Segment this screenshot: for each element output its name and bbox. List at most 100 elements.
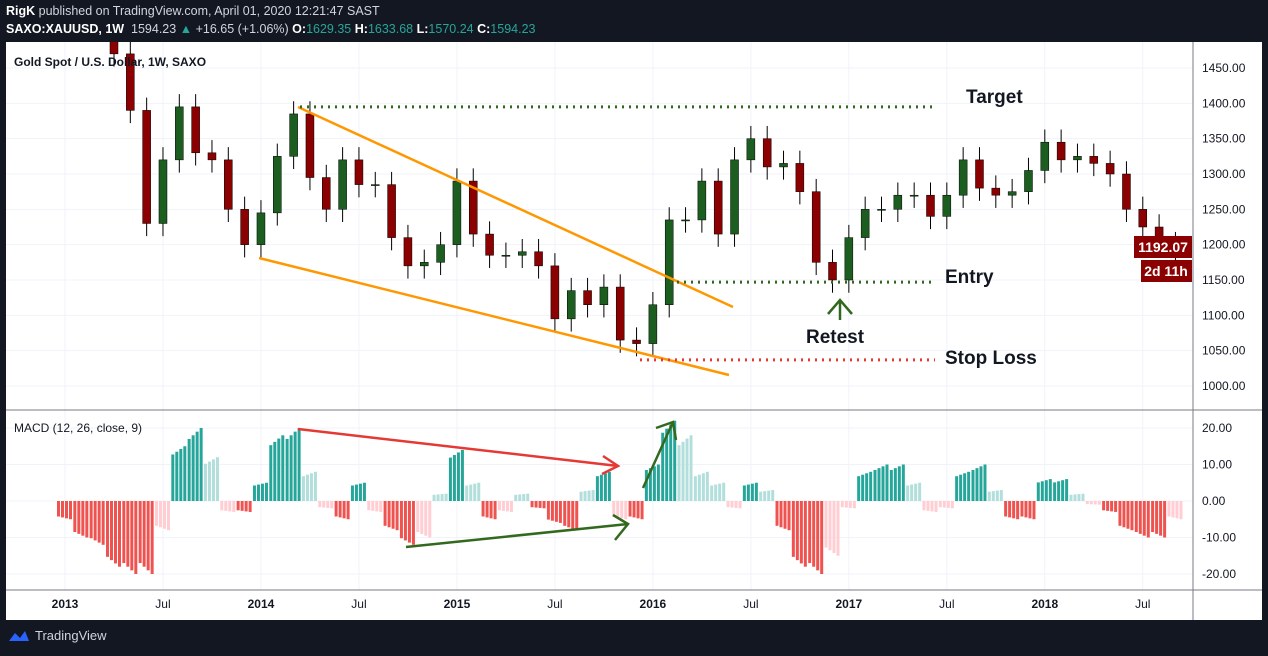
candle	[354, 159, 364, 185]
macd-bar	[857, 476, 861, 501]
time-tick: Jul	[939, 597, 954, 611]
macd-bar	[1020, 501, 1024, 517]
macd-bar	[509, 501, 513, 512]
macd-bar	[444, 493, 448, 501]
candle	[599, 286, 609, 305]
countdown-badge	[1141, 260, 1192, 282]
macd-bar	[391, 501, 395, 529]
macd-bar	[481, 501, 485, 517]
candle	[991, 187, 1001, 196]
price-tick: 1000.00	[1202, 379, 1246, 393]
macd-bar	[873, 469, 877, 501]
macd-bar	[195, 431, 199, 501]
macd-bar	[264, 482, 268, 501]
macd-bar	[1151, 501, 1155, 533]
macd-bar	[983, 464, 987, 501]
macd-bar	[1155, 501, 1159, 534]
macd-bar	[1163, 501, 1167, 538]
macd-bar	[109, 501, 113, 561]
macd-bar	[1118, 501, 1122, 526]
time-axis[interactable]: 2013 Jul 2014 Jul 2015 Jul 2016 Jul 2017 Jul 2018 J…	[52, 597, 1151, 611]
upper-trendline[interactable]	[297, 105, 734, 309]
macd-bar	[783, 501, 787, 529]
macd-bar	[1024, 501, 1028, 518]
price-tick: 1450.00	[1202, 61, 1246, 75]
candle	[795, 163, 805, 192]
macd-bar	[767, 490, 771, 501]
macd-bar	[558, 501, 562, 523]
macd-bar	[448, 457, 452, 501]
macd-bar	[910, 484, 914, 501]
chart-title: Gold Spot / U.S. Dollar, 1W, SAXO	[14, 55, 206, 69]
macd-bar	[269, 445, 273, 501]
countdown-text: 2d 11h	[1144, 263, 1188, 279]
author[interactable]: RigK	[6, 4, 36, 18]
tradingview-logo-icon	[9, 630, 29, 641]
macd-bar	[771, 490, 775, 501]
price-axis[interactable]: 1450.00 1400.00 1350.00 1300.00 1250.00 1200.…	[1202, 61, 1246, 393]
candle	[289, 113, 298, 157]
macd-bar	[1044, 480, 1048, 501]
macd-bar	[656, 464, 660, 501]
macd-bar	[885, 464, 889, 501]
macd-bar	[65, 501, 68, 519]
macd-bar	[881, 466, 885, 501]
macd-bar	[371, 501, 375, 511]
macd-bar	[681, 441, 685, 501]
macd-bar	[616, 501, 620, 518]
candle	[958, 159, 968, 196]
candle	[762, 138, 772, 168]
candle	[893, 194, 903, 210]
macd-title: MACD (12, 26, close, 9)	[14, 421, 142, 435]
candle	[877, 209, 886, 211]
macd-bar	[330, 501, 334, 509]
macd-bar	[734, 501, 738, 508]
high-value: 1633.68	[367, 22, 414, 36]
macd-bar	[367, 501, 371, 511]
macd-bar	[1004, 501, 1008, 517]
macd-bar	[497, 501, 501, 511]
macd-bar	[354, 484, 358, 501]
macd-bearish-arrow-icon	[297, 427, 621, 476]
macd-bar	[563, 501, 567, 526]
macd-bar	[579, 491, 583, 501]
macd-bar	[501, 501, 505, 511]
macd-bar	[1130, 501, 1134, 531]
macd-bar	[309, 473, 313, 501]
macd-bar	[1102, 501, 1106, 511]
macd-bar	[122, 501, 126, 564]
macd-bar	[730, 501, 734, 508]
macd-bar	[248, 501, 252, 512]
macd-bar	[493, 501, 497, 520]
macd-bar	[436, 494, 440, 501]
macd-bar	[350, 485, 354, 501]
macd-bar	[942, 501, 946, 508]
price-tick: 1200.00	[1202, 238, 1246, 252]
candle	[942, 194, 952, 217]
brand-name[interactable]: TradingView	[35, 628, 107, 643]
macd-bar	[677, 445, 681, 501]
macd-bar	[277, 438, 281, 501]
macd-tick: 10.00	[1202, 458, 1232, 472]
candle	[566, 290, 576, 320]
macd-bar	[828, 501, 832, 551]
macd-bar	[97, 501, 101, 543]
macd-bar	[575, 501, 579, 531]
macd-bar	[546, 501, 550, 520]
macd-bar	[787, 501, 791, 531]
macd-bar	[693, 476, 697, 501]
candle	[550, 265, 560, 320]
macd-bar	[697, 474, 701, 501]
macd-bar	[81, 501, 85, 536]
macd-bar	[1028, 501, 1032, 519]
time-tick: 2013	[52, 597, 79, 611]
lower-trendline[interactable]	[258, 256, 730, 377]
candle	[844, 237, 854, 281]
candle	[664, 219, 674, 305]
macd-bar	[117, 501, 121, 567]
price-tick: 1350.00	[1202, 132, 1246, 146]
candle	[1007, 191, 1017, 196]
symbol[interactable]: SAXO:XAUUSD, 1W	[6, 22, 125, 36]
macd-bar	[665, 428, 669, 501]
